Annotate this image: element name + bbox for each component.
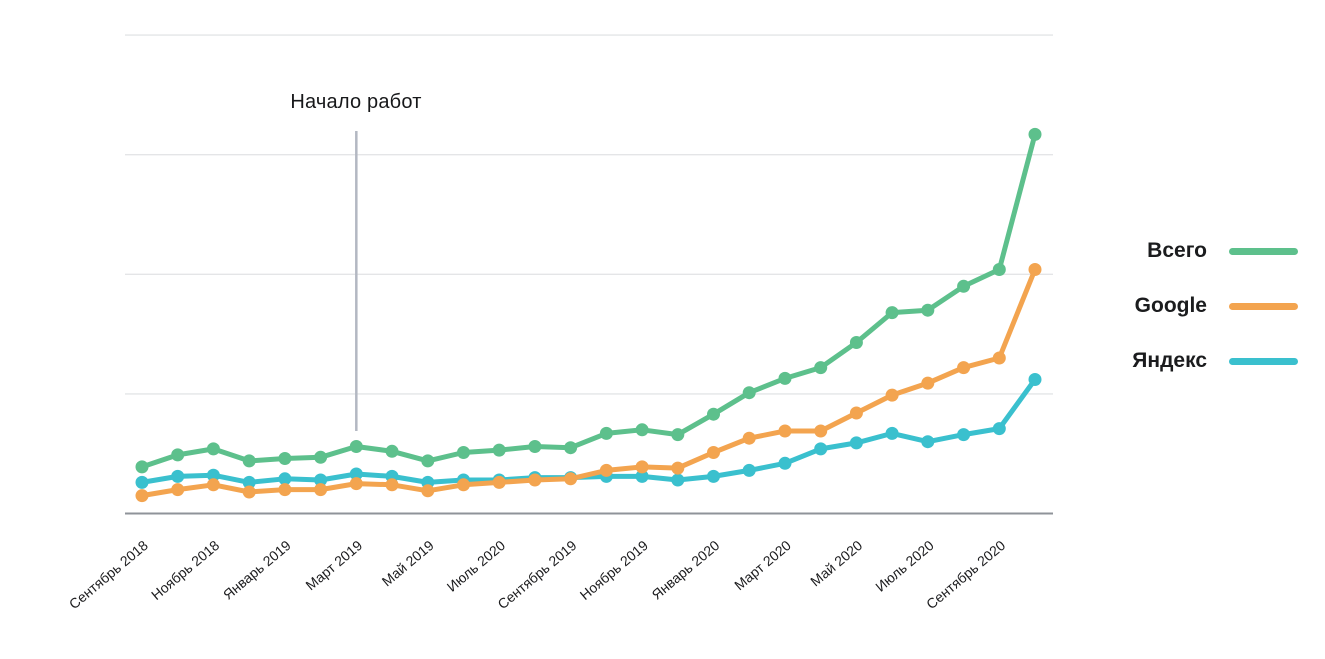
data-point-google — [242, 485, 256, 499]
data-point-яндекс — [242, 475, 256, 489]
data-point-google — [564, 472, 578, 486]
legend: Всего Google Яндекс — [1098, 238, 1298, 403]
x-tick-label: Март 2019 — [302, 537, 365, 593]
data-point-google — [778, 424, 792, 438]
data-point-всего — [528, 440, 542, 453]
data-point-всего — [385, 444, 399, 458]
data-point-яндекс — [849, 436, 863, 450]
data-point-яндекс — [206, 468, 220, 482]
legend-label-yandex: Яндекс — [1132, 349, 1207, 372]
data-point-яндекс — [814, 442, 828, 456]
data-point-всего — [457, 446, 470, 459]
data-point-всего — [314, 450, 328, 464]
data-point-всего — [814, 361, 828, 375]
series-line-google — [139, 267, 1038, 499]
data-point-google — [707, 446, 720, 459]
data-point-всего — [564, 441, 578, 455]
data-point-google — [671, 461, 685, 475]
data-point-всего — [278, 452, 292, 465]
data-point-google — [885, 388, 899, 402]
data-point-всего — [242, 454, 256, 468]
data-point-всего — [171, 448, 185, 462]
data-point-всего — [671, 428, 685, 442]
annotation-label: Начало работ — [290, 91, 422, 113]
series-line-всего — [139, 131, 1038, 470]
data-point-всего — [635, 423, 649, 437]
legend-item-yandex: Яндекс — [1098, 348, 1298, 374]
series-line-яндекс — [139, 377, 1038, 485]
data-point-google — [206, 478, 220, 492]
x-tick-label: Июль 2020 — [444, 537, 509, 595]
data-point-яндекс — [957, 428, 971, 442]
data-point-google — [957, 361, 971, 375]
data-point-google — [278, 483, 292, 497]
x-tick-label: Июль 2020 — [872, 537, 937, 595]
data-point-google — [814, 424, 828, 438]
legend-label-vsego: Всего — [1147, 239, 1207, 262]
data-point-google — [457, 478, 470, 492]
legend-item-google: Google — [1098, 293, 1298, 319]
data-point-всего — [742, 386, 756, 400]
data-point-яндекс — [278, 472, 292, 486]
data-point-google — [992, 351, 1006, 365]
x-tick-label: Май 2019 — [379, 537, 437, 590]
data-point-google — [492, 475, 506, 489]
data-point-всего — [849, 336, 863, 349]
legend-swatch-vsego — [1229, 247, 1298, 255]
data-point-всего — [778, 371, 792, 385]
data-point-google — [849, 406, 863, 420]
data-point-google — [385, 478, 399, 492]
data-point-google — [135, 489, 149, 503]
data-point-всего — [921, 303, 935, 317]
data-point-яндекс — [635, 469, 649, 483]
data-point-google — [1028, 263, 1042, 276]
x-tick-label: Ноябрь 2018 — [148, 537, 222, 603]
data-point-google — [599, 463, 613, 477]
data-point-всего — [349, 440, 363, 453]
data-point-всего — [492, 443, 506, 457]
data-point-яндекс — [135, 475, 149, 489]
data-point-google — [421, 484, 435, 498]
data-point-всего — [885, 306, 899, 320]
x-tick-label: Январь 2020 — [649, 537, 723, 603]
data-point-всего — [135, 460, 149, 474]
data-point-яндекс — [671, 473, 685, 487]
data-point-яндекс — [171, 469, 185, 483]
data-point-google — [742, 431, 756, 445]
data-point-google — [349, 477, 363, 491]
data-point-всего — [421, 454, 435, 468]
data-point-яндекс — [349, 467, 363, 481]
data-point-яндекс — [992, 422, 1006, 436]
data-point-google — [314, 483, 328, 497]
data-point-яндекс — [314, 473, 328, 487]
legend-swatch-yandex — [1229, 357, 1298, 365]
data-point-всего — [707, 407, 720, 421]
data-point-всего — [992, 263, 1006, 276]
data-point-яндекс — [778, 456, 792, 470]
legend-item-vsego: Всего — [1098, 238, 1298, 264]
x-tick-label: Март 2020 — [731, 537, 794, 593]
x-tick-label: Ноябрь 2019 — [577, 537, 651, 603]
data-point-google — [635, 460, 649, 474]
data-point-яндекс — [1028, 373, 1042, 386]
x-tick-label: Январь 2019 — [220, 537, 294, 603]
data-point-яндекс — [921, 435, 935, 449]
legend-swatch-google — [1229, 302, 1298, 310]
x-tick-label: Сентябрь 2018 — [66, 537, 151, 612]
legend-label-google: Google — [1134, 294, 1207, 317]
data-point-google — [921, 376, 935, 390]
data-point-google — [171, 483, 185, 497]
data-point-яндекс — [707, 469, 720, 483]
data-point-google — [528, 473, 542, 487]
x-tick-label: Май 2020 — [807, 537, 865, 590]
data-point-всего — [1028, 127, 1042, 141]
x-tick-label: Сентябрь 2020 — [923, 537, 1008, 612]
data-point-всего — [206, 442, 220, 456]
data-point-яндекс — [742, 463, 756, 477]
data-point-всего — [957, 279, 971, 293]
data-point-яндекс — [885, 426, 899, 440]
data-point-всего — [599, 426, 613, 440]
